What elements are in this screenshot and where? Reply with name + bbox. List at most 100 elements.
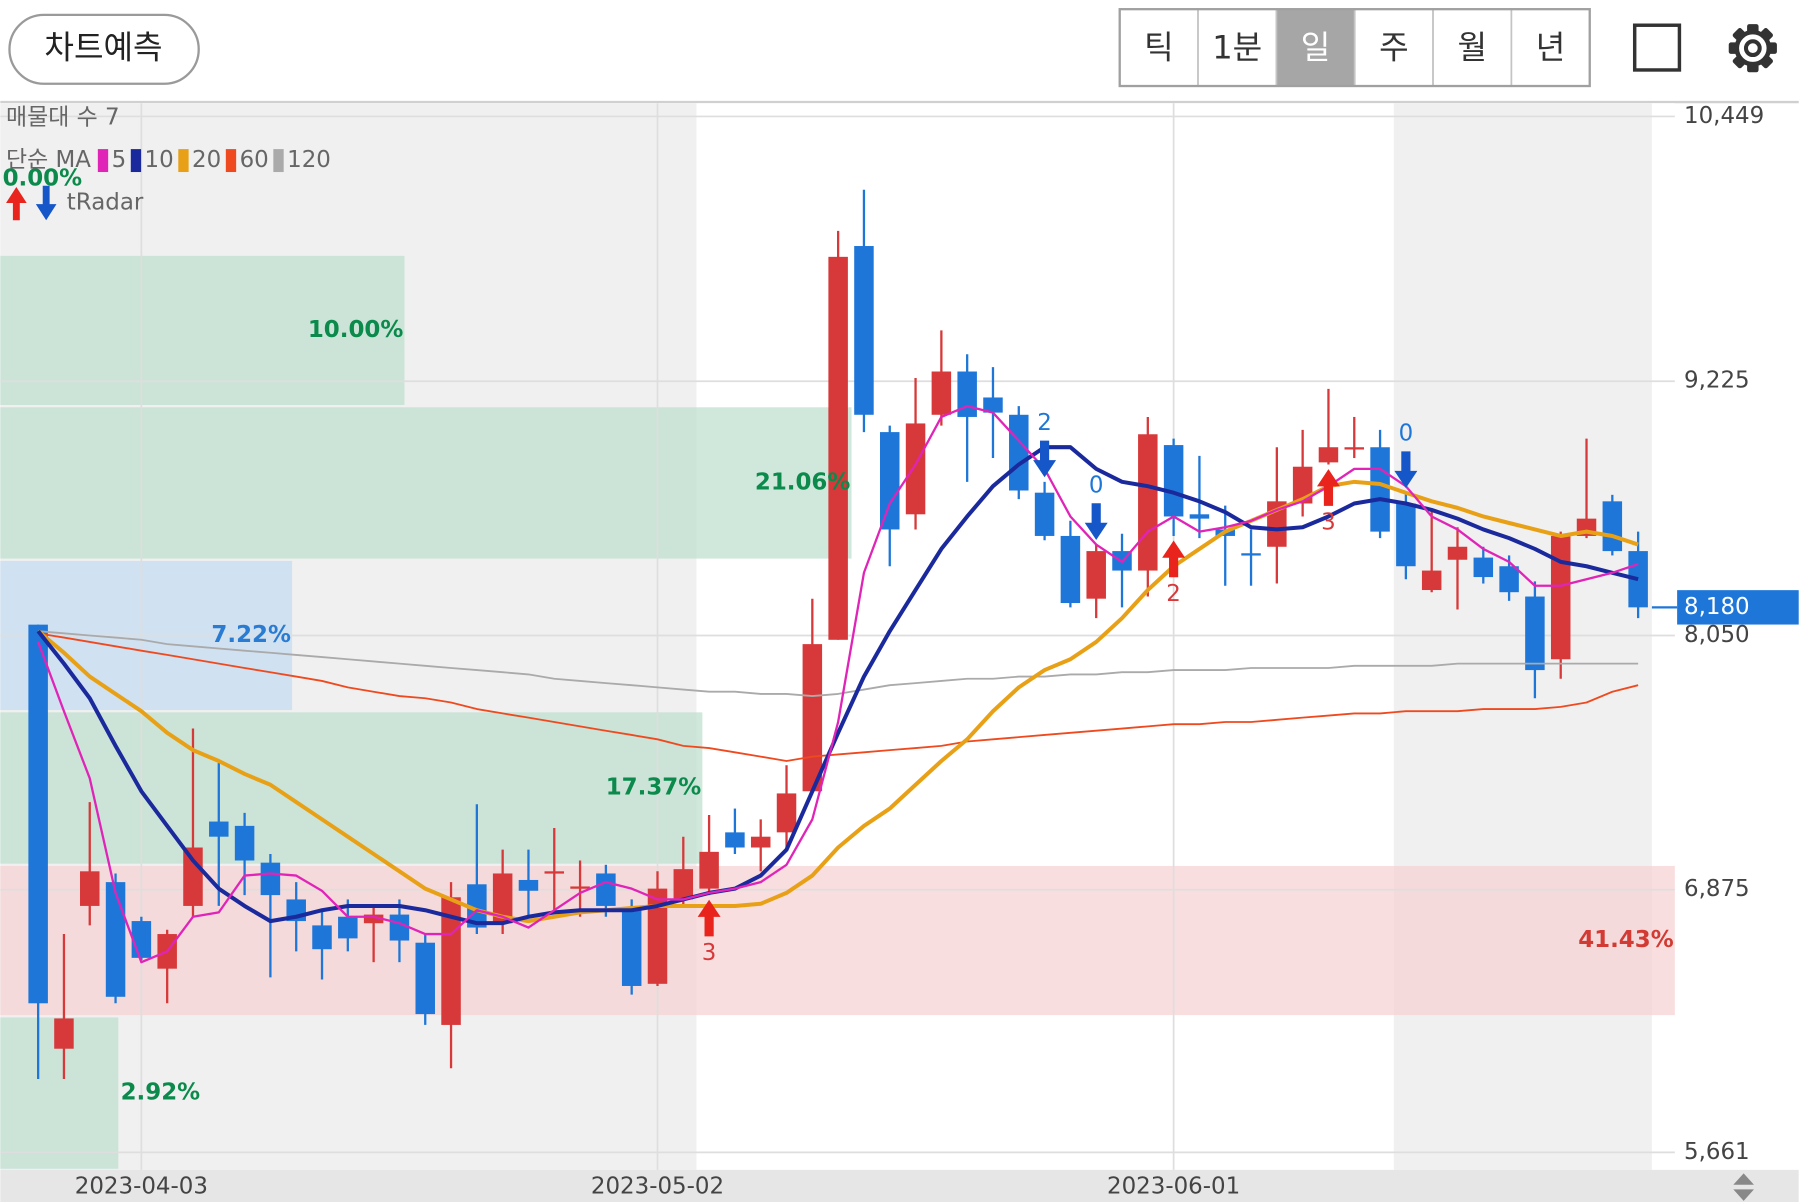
signal-label: 2 [1037, 410, 1052, 436]
candle-body [673, 869, 694, 900]
signal-label: 3 [1321, 510, 1336, 536]
legend-label: 20 [192, 147, 221, 173]
candle-body [544, 871, 565, 874]
legend-swatch [130, 149, 142, 173]
grid [0, 103, 1675, 1170]
candle-body [1138, 434, 1158, 571]
candle-body [647, 888, 668, 984]
period-selector-border [1118, 8, 1591, 88]
y-tick-label: 9,225 [1684, 368, 1750, 394]
candle-body [234, 825, 255, 861]
legend-up-arrow [6, 186, 27, 221]
candle-body [312, 925, 332, 950]
period-button-label[interactable]: 년 [1536, 28, 1566, 66]
gear-hole[interactable] [1743, 39, 1762, 58]
period-selector: 틱 1분 일 주 월 년 [1118, 8, 1591, 88]
y-tick-label: 6,875 [1684, 876, 1750, 902]
predict-button-label[interactable]: 차트예측 [44, 28, 162, 66]
candle-body [338, 916, 358, 939]
candle-body [776, 793, 797, 833]
last-price-box [1677, 590, 1799, 625]
period-button-label[interactable]: 틱 [1144, 28, 1174, 66]
x-axis-bar [0, 1169, 1799, 1202]
candle-body [828, 256, 848, 640]
candle-body [802, 644, 823, 792]
signal-arrow [1084, 503, 1108, 541]
scroll-handle[interactable] [1733, 1173, 1754, 1201]
period-button-label[interactable]: 일 [1301, 28, 1331, 66]
period-button-label[interactable]: 주 [1379, 28, 1409, 66]
candle-body [1292, 466, 1313, 504]
candle-body [725, 832, 745, 848]
layout-icon[interactable] [1632, 23, 1682, 72]
candle-body [1525, 596, 1545, 671]
candle-body [1318, 447, 1339, 463]
volume-profile [0, 255, 1675, 1169]
candle-body [1447, 546, 1468, 560]
gear-ring[interactable] [1734, 29, 1772, 67]
candle-body [880, 432, 900, 530]
signal-legend: tRadar [67, 190, 144, 216]
candle-body [1034, 492, 1055, 536]
candle-body [260, 862, 281, 896]
candle-body [131, 921, 152, 958]
profile-label: 7.22% [211, 622, 291, 648]
ma-line [37, 632, 1639, 762]
y-tick-label: 10,449 [1684, 103, 1764, 129]
candle-body [389, 914, 410, 941]
legend-label: 10 [145, 147, 174, 173]
legend-swatch [178, 149, 189, 173]
legend-down-arrow [35, 185, 57, 221]
profile-label: 2.92% [121, 1080, 201, 1106]
period-button[interactable] [1432, 8, 1513, 87]
candle-body [1396, 503, 1416, 567]
y-tick-label: 8,050 [1684, 622, 1750, 648]
profile-band [0, 255, 405, 405]
profile-label: 17.37% [606, 775, 702, 801]
legend-label: 5 [112, 147, 127, 173]
predict-button[interactable] [8, 13, 200, 85]
period-button[interactable] [1275, 8, 1356, 87]
period-button[interactable] [1197, 8, 1278, 87]
candle-body [1086, 551, 1106, 599]
period-button[interactable] [1353, 8, 1434, 87]
profile-label: 10.00% [308, 317, 404, 343]
legend-label: 60 [240, 147, 269, 173]
profile-band [0, 407, 852, 559]
candle-body [1370, 447, 1390, 532]
profile-legend: 매물대 수 7 [6, 105, 120, 131]
candle-body [467, 884, 487, 928]
candle-body [363, 914, 384, 924]
ma-line [36, 445, 1639, 926]
signal-label: 0 [1399, 421, 1414, 447]
candle-body [492, 873, 513, 924]
profile-label: 0.00% [3, 165, 83, 191]
signal-arrow [1394, 451, 1418, 489]
candle-body [54, 1018, 74, 1049]
candle-body [1421, 570, 1442, 591]
settings-icon[interactable] [1728, 24, 1777, 73]
candle-body [699, 851, 719, 889]
signal-label: 2 [1166, 581, 1181, 607]
ma-line [36, 479, 1639, 924]
candle-body [1009, 414, 1029, 491]
legend-swatch [97, 149, 109, 173]
candle-body [1550, 535, 1571, 660]
candle-body [1344, 447, 1365, 450]
candle-body [570, 886, 590, 889]
profile-label: 41.43% [1578, 927, 1674, 953]
candle-body [957, 371, 977, 417]
candle-body [750, 836, 771, 848]
candle-body [415, 942, 435, 1015]
period-button[interactable] [1510, 8, 1591, 87]
candle-body [209, 821, 229, 837]
period-button-label[interactable]: 월 [1457, 28, 1487, 66]
moving-averages [36, 404, 1639, 964]
signal-arrow [1033, 440, 1057, 478]
candle-body [854, 246, 874, 415]
annotations: 2.92% 41.43% 17.37% 7.22% 21.06% 10.00% 0.00% 5… [3, 103, 1799, 1200]
profile-label: 21.06% [755, 469, 851, 495]
period-button-label[interactable]: 1분 [1212, 28, 1262, 66]
candle-body [105, 882, 126, 997]
